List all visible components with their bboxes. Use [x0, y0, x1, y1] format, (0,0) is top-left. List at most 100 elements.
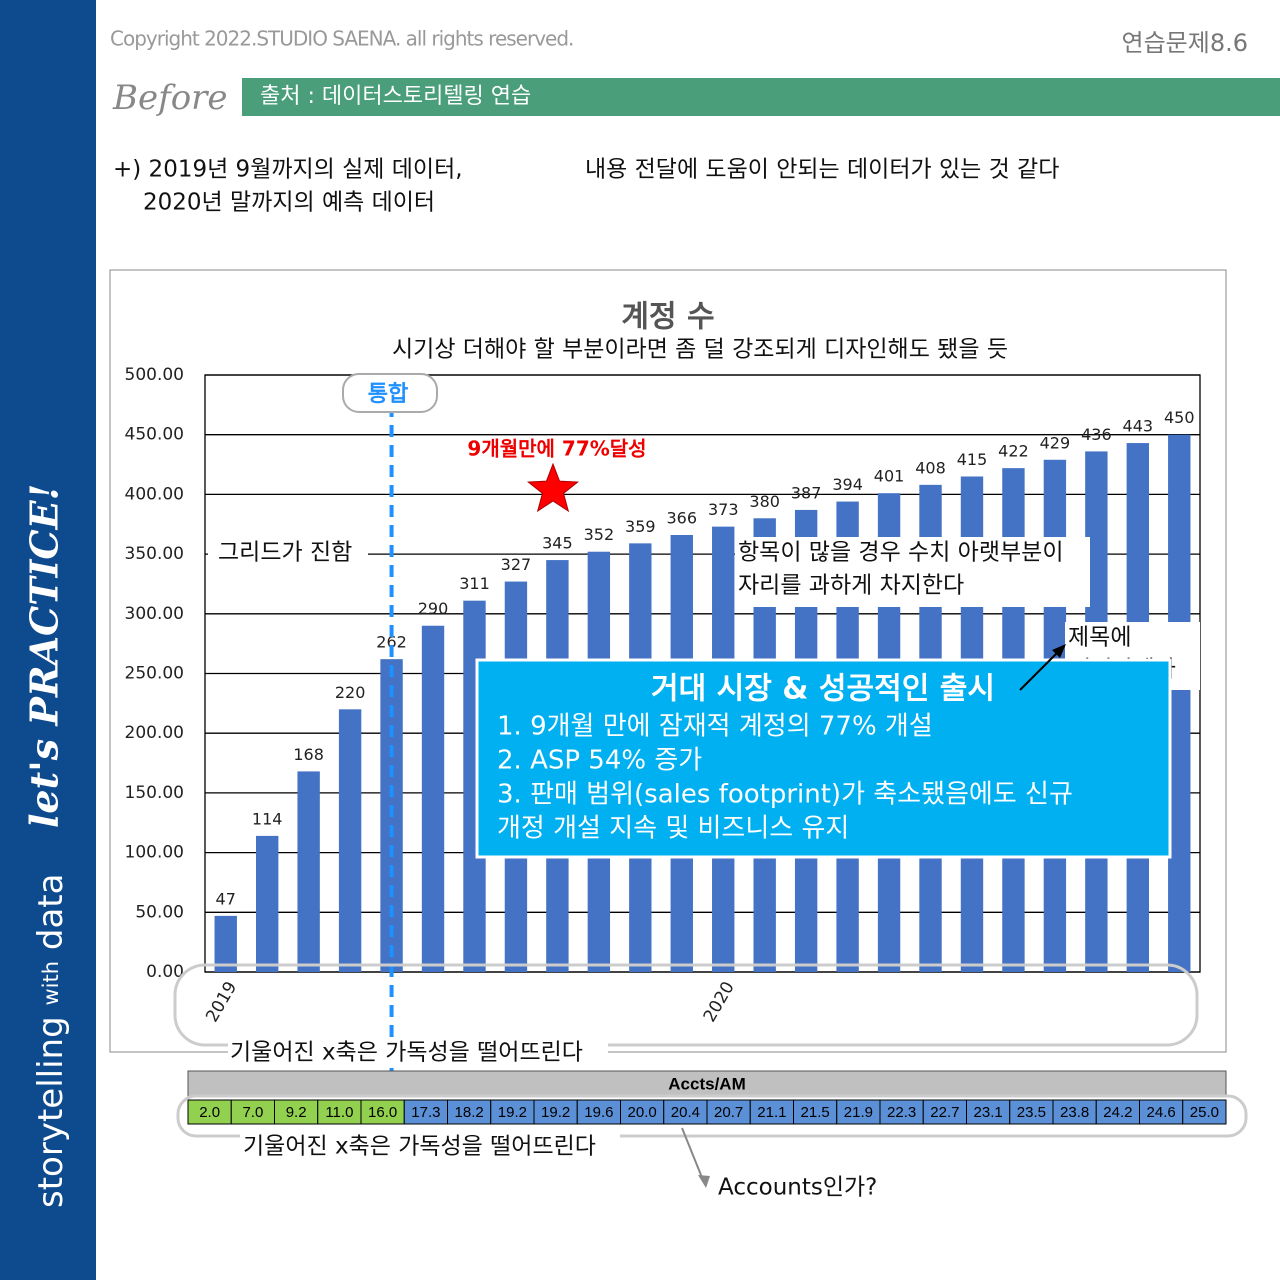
comment: 항목이 많을 경우 수치 아랫부분이 — [738, 540, 1063, 566]
table-cell — [1139, 1099, 1184, 1125]
slogan: let's PRACTICE! — [22, 484, 67, 828]
brand-text: storytelling with data — [31, 874, 71, 1208]
bar — [338, 709, 362, 972]
y-tick-label: 400.00 — [125, 484, 184, 504]
data-label: 401 — [874, 467, 905, 486]
milestone: 9개월만에 77%달성 — [467, 437, 646, 461]
callout-item: 2. ASP 54% 증가 — [497, 746, 702, 776]
table-cell-text: 20.7 — [714, 1104, 743, 1121]
table-cell — [663, 1099, 708, 1125]
source: 출처 : 데이터스토리텔링 연습 — [260, 84, 531, 109]
table-cell — [620, 1099, 665, 1125]
data-label: 168 — [293, 745, 324, 764]
table-cell — [1182, 1099, 1227, 1125]
note: +) 2019년 9월까지의 실제 데이터, — [113, 157, 463, 183]
table-cell-text: 24.6 — [1147, 1104, 1176, 1121]
table-cell-text: 16.0 — [368, 1104, 397, 1121]
data-label: 422 — [998, 442, 1029, 461]
bar — [214, 915, 237, 972]
sidebar — [0, 0, 96, 1280]
data-label: 387 — [791, 483, 822, 502]
table-cell-text: 19.2 — [541, 1104, 570, 1121]
data-label: 408 — [915, 458, 946, 477]
data-label: 450 — [1164, 408, 1195, 427]
brand-word: storytelling — [31, 1016, 71, 1208]
table-cell-text: 22.3 — [887, 1104, 916, 1121]
comment: 기울어진 x축은 가독성을 떨어뜨린다 — [243, 1134, 596, 1160]
callout-item: 3. 판매 범위(sales footprint)가 축소됐음에도 신규 — [497, 780, 1073, 810]
data-label: 352 — [584, 525, 615, 544]
table-cell — [836, 1099, 881, 1125]
y-tick-label: 300.00 — [125, 604, 184, 624]
bar — [297, 771, 320, 972]
data-label: 443 — [1123, 417, 1154, 436]
patch — [208, 538, 368, 568]
note: 2020년 말까지의 예측 데이터 — [143, 190, 435, 216]
y-tick-label: 500.00 — [125, 365, 184, 385]
y-tick-label: 250.00 — [125, 664, 184, 684]
table-cell-text: 23.5 — [1017, 1104, 1046, 1121]
bar — [421, 625, 445, 972]
table-cell-text: 18.2 — [455, 1104, 484, 1121]
table-cell — [403, 1099, 448, 1125]
data-label: 262 — [376, 633, 407, 652]
y-tick-label: 200.00 — [125, 723, 184, 743]
table-header-text: Accts/AM — [668, 1074, 745, 1093]
table-cell — [533, 1099, 578, 1125]
star — [526, 462, 580, 513]
data-label: 380 — [749, 492, 780, 511]
data-label: 345 — [542, 534, 573, 553]
table-cell-text: 24.2 — [1103, 1104, 1132, 1121]
data-label: 436 — [1081, 425, 1112, 444]
data-label: 394 — [832, 475, 863, 494]
table-cell-text: 19.2 — [498, 1104, 527, 1121]
table-cell — [879, 1099, 924, 1125]
copyright: Copyright 2022.STUDIO SAENA. all rights … — [110, 27, 573, 51]
data-label: 359 — [625, 517, 656, 536]
arrow-head — [1052, 644, 1066, 658]
data-label: 415 — [957, 450, 988, 469]
table-cell — [793, 1099, 838, 1125]
arrow — [681, 1127, 704, 1181]
chart-title: 계정 수 — [621, 300, 714, 335]
table-cell — [576, 1099, 621, 1125]
patch — [735, 537, 1090, 607]
brand: storytelling with data — [31, 874, 71, 1208]
outline — [176, 1094, 1248, 1138]
y-tick-label: 450.00 — [125, 425, 184, 445]
page-id: 연습문제8.6 — [1122, 29, 1249, 57]
arrow-head — [698, 1175, 710, 1188]
comment: 시기상 더해야 할 부분이라면 좀 덜 강조되게 디자인해도 됐을 듯 — [392, 337, 1008, 363]
y-tick-label: 100.00 — [125, 843, 184, 863]
comment: 그리드가 진함 — [218, 540, 352, 566]
brand-word: with — [39, 961, 63, 1006]
bar — [255, 835, 279, 972]
comment: 자리를 과하게 차지한다 — [738, 573, 964, 599]
before-tag: Before — [112, 78, 228, 118]
data-label: 373 — [708, 500, 739, 519]
callout-item: 개정 개설 지속 및 비즈니스 유지 — [497, 814, 849, 844]
data-label: 429 — [1040, 433, 1071, 452]
comment: Accounts인가? — [718, 1175, 877, 1201]
data-label: 327 — [501, 555, 532, 574]
table-cell-text: 25.0 — [1190, 1104, 1219, 1121]
table-cell — [490, 1099, 535, 1125]
comment: 기울어진 x축은 가독성을 떨어뜨린다 — [230, 1040, 583, 1066]
table-cell-text: 21.9 — [844, 1104, 873, 1121]
callout-title: 거대 시장 & 성공적인 출시 — [651, 672, 995, 707]
table-cell — [317, 1099, 362, 1125]
data-label: 47 — [216, 889, 236, 908]
y-tick-label: 50.00 — [135, 902, 184, 922]
table-cell-text: 7.0 — [242, 1104, 263, 1121]
arrow — [1019, 647, 1063, 691]
brand-word: data — [31, 874, 71, 951]
table-cell-text: 19.6 — [584, 1104, 613, 1121]
table-cell — [1009, 1099, 1054, 1125]
data-label: 290 — [418, 599, 449, 618]
y-tick-label: 0.00 — [146, 962, 184, 982]
patch — [228, 1038, 608, 1068]
table-cell-text: 20.4 — [671, 1104, 700, 1121]
